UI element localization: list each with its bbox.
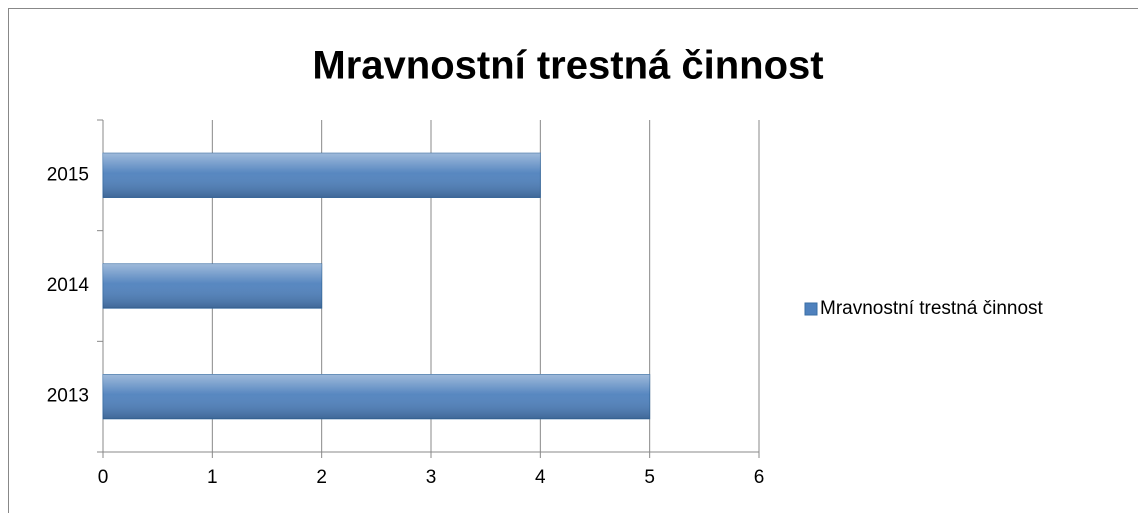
y-tick-label: 2014 [47, 275, 90, 296]
x-tick-label: 6 [754, 467, 765, 488]
x-tick-label: 3 [426, 467, 437, 488]
y-tick-label: 2013 [47, 386, 89, 407]
legend-label: Mravnostní trestná činnost [820, 298, 1044, 319]
x-tick-label: 5 [644, 467, 655, 488]
chart-title: Mravnostní trestná činnost [312, 44, 823, 88]
x-tick-label: 0 [98, 467, 109, 488]
bar-shine [103, 153, 541, 198]
legend-swatch [804, 302, 818, 316]
chart-border [8, 8, 1138, 513]
x-tick-label: 1 [207, 467, 218, 488]
y-tick-label: 2015 [47, 164, 89, 185]
x-tick-label: 2 [316, 467, 327, 488]
x-tick-label: 4 [535, 467, 546, 488]
bar-shine [103, 263, 322, 309]
bar-shine [103, 374, 650, 419]
